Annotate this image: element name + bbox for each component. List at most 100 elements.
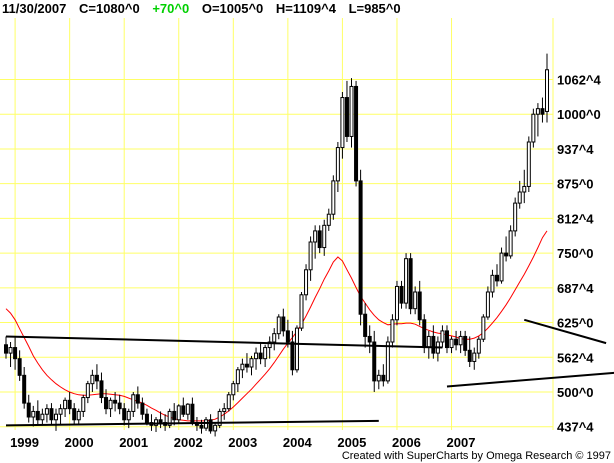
candle-82 [376,369,381,390]
candle-body-86 [394,285,399,321]
candle-7 [35,400,40,426]
header-open: O=1005^0 [201,1,264,16]
candle-59 [272,328,277,351]
candle-body-83 [381,374,386,382]
trendline-2 [446,371,614,388]
candle-body-87 [399,285,404,304]
candle-79 [363,303,368,348]
candle-body-74 [340,97,345,149]
candle-body-52 [240,363,245,371]
candle-10 [49,403,54,426]
candle-74 [340,92,345,159]
candle-68 [313,225,318,259]
moving-average-layer [5,230,548,422]
candle-117 [535,103,540,137]
x-tick-label-7: 2006 [392,435,421,450]
candle-29 [135,386,140,409]
candle-body-96 [440,330,445,343]
candle-6 [31,405,36,427]
candle-93 [426,330,431,359]
header-low: L=985^0 [348,1,401,16]
candle-60 [276,314,281,340]
candle-body-6 [31,410,36,418]
grid-lines [0,18,554,430]
candle-body-116 [531,113,536,143]
candle-body-80 [367,335,372,343]
candle-body-55 [254,352,259,360]
candle-73 [335,142,340,192]
candle-body-92 [422,319,427,349]
candle-53 [244,353,249,373]
candle-body-89 [408,258,413,310]
candle-99 [454,330,459,351]
x-tick-label-4: 2003 [228,435,257,450]
candle-body-102 [467,349,472,362]
trendline-3 [523,318,607,345]
candle-body-107 [490,274,495,293]
candle-body-22 [104,397,109,410]
candle-body-119 [545,69,549,112]
candle-4 [22,367,27,409]
candle-body-106 [485,291,490,318]
candle-41 [190,397,195,426]
candles-layer [4,53,549,437]
candle-body-117 [535,108,540,115]
candle-70 [322,219,327,256]
y-tick-label-2: 562^4 [557,350,594,365]
candle-1 [8,342,13,367]
candle-18 [85,380,90,404]
moving-average-line [5,230,548,422]
candle-body-65 [299,294,304,329]
candle-body-36 [167,410,172,426]
candle-118 [540,97,545,123]
candle-body-61 [281,316,286,332]
candle-69 [317,225,322,254]
candle-body-39 [181,405,186,415]
candle-37 [172,403,177,426]
candle-body-12 [58,408,63,415]
candle-3 [17,350,22,381]
candle-body-9 [44,408,49,415]
candle-body-97 [444,330,449,349]
candle-67 [308,236,313,281]
candle-51 [235,367,240,392]
candle-body-85 [390,319,395,343]
candle-116 [531,108,536,148]
candle-39 [181,397,186,417]
candle-22 [104,389,109,415]
trendline-1 [5,419,379,427]
candle-body-19 [90,374,95,385]
candle-89 [408,253,413,315]
candle-25 [117,394,122,415]
candle-body-111 [508,230,513,257]
candle-body-82 [376,374,381,382]
candle-body-90 [413,291,418,310]
candle-17 [81,394,86,417]
y-tick-label-4: 687^4 [557,281,594,296]
candle-body-14 [67,399,72,410]
candle-107 [490,269,495,298]
candle-body-110 [504,252,509,257]
candle-46 [213,422,218,437]
candle-body-58 [267,341,272,349]
candle-94 [431,325,436,359]
candle-body-40 [185,403,190,415]
candle-body-41 [190,403,195,424]
candle-body-3 [17,358,22,376]
candle-body-45 [208,419,213,432]
candle-11 [54,408,59,431]
candle-91 [417,280,422,326]
candle-24 [113,392,118,412]
candle-58 [267,336,272,359]
candle-20 [94,364,99,390]
candle-body-53 [244,363,249,368]
candle-body-98 [449,338,454,349]
candle-body-76 [349,85,354,137]
x-tick-label-1: 2000 [65,435,94,450]
candle-90 [413,286,418,315]
x-tick-label-3: 2002 [174,435,203,450]
candle-71 [326,208,331,231]
candle-113 [517,180,522,209]
candle-body-105 [481,316,486,340]
